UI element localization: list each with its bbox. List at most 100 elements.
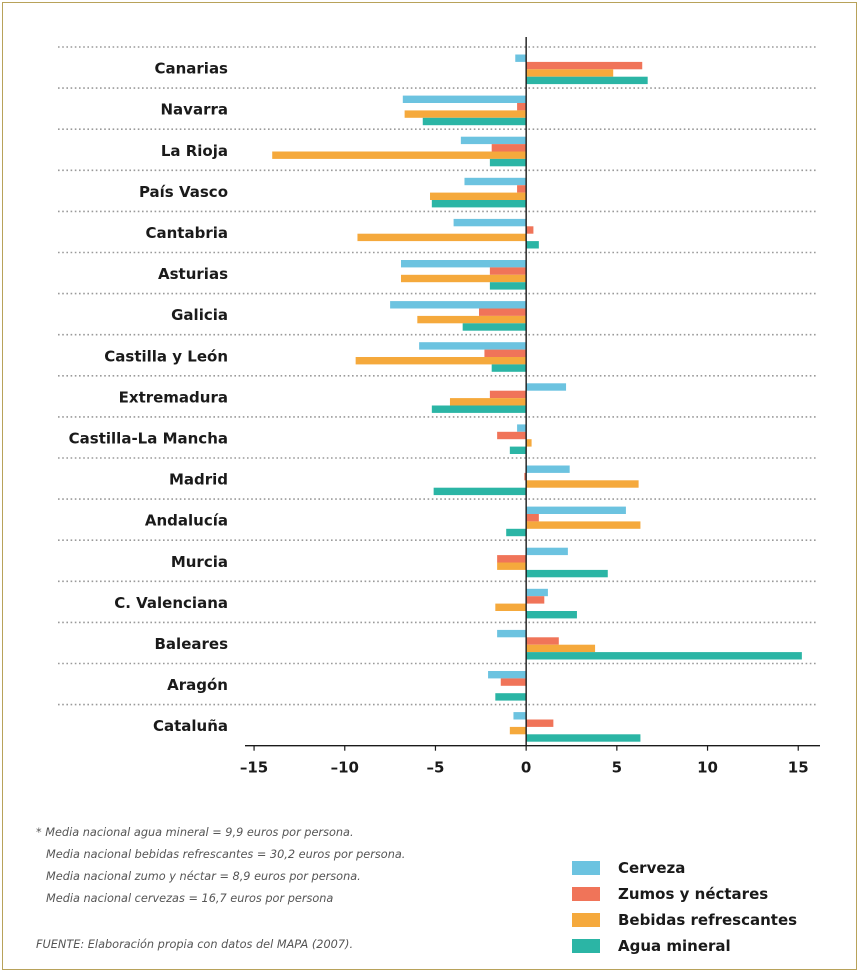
- bar: [526, 76, 648, 85]
- bar: [526, 514, 539, 522]
- x-tick-label: –5: [426, 759, 444, 777]
- bar: [526, 69, 614, 77]
- category-label: Baleares: [155, 635, 229, 653]
- legend-item-cerveza: Cerveza: [572, 855, 797, 881]
- category-label: Cataluña: [153, 717, 228, 735]
- legend-item-bebidas: Bebidas refrescantes: [572, 907, 797, 933]
- bar: [500, 678, 527, 686]
- category-label: Madrid: [169, 471, 228, 489]
- bar: [433, 487, 527, 496]
- bar: [526, 521, 641, 529]
- legend-label-zumos: Zumos y néctares: [618, 885, 769, 903]
- bar: [488, 671, 527, 679]
- bar: [489, 282, 527, 290]
- bar: [526, 611, 577, 619]
- bar: [517, 185, 527, 193]
- bar-chart: Canarias Navarra La Rioja País Vasco Cantabr…: [58, 37, 820, 777]
- bar: [419, 342, 527, 350]
- bar: [517, 424, 527, 432]
- category-label: Galicia: [171, 306, 228, 324]
- bar: [491, 144, 527, 152]
- bar: [464, 177, 527, 186]
- category-label: Navarra: [161, 101, 229, 119]
- category-label: Murcia: [171, 553, 228, 571]
- bar: [422, 117, 527, 126]
- legend-label-bebidas: Bebidas refrescantes: [618, 911, 798, 929]
- note-agua: * Media nacional agua mineral = 9,9 euro…: [36, 826, 354, 839]
- note-cervezas: Media nacional cervezas = 16,7 euros por…: [46, 892, 334, 905]
- bar: [430, 192, 527, 200]
- bar: [460, 136, 527, 145]
- bar: [355, 357, 527, 365]
- legend-swatch-cerveza: [572, 861, 600, 875]
- bar: [526, 644, 596, 653]
- bar: [526, 569, 608, 578]
- bar: [506, 528, 527, 537]
- bar: [484, 349, 527, 357]
- bar: [431, 200, 527, 208]
- bar: [402, 95, 527, 103]
- bar: [449, 398, 527, 406]
- bar: [526, 652, 802, 660]
- bar: [417, 315, 527, 324]
- bar: [526, 465, 570, 473]
- bar: [495, 693, 527, 701]
- bar: [404, 110, 527, 118]
- bar: [400, 274, 527, 283]
- category-label: Castilla-La Mancha: [69, 429, 228, 447]
- category-label: Castilla y León: [104, 347, 228, 365]
- bar: [509, 726, 527, 735]
- x-tick-label: 0: [521, 759, 531, 777]
- bar: [489, 390, 527, 399]
- bar: [517, 103, 527, 111]
- source-note: FUENTE: Elaboración propia con datos del…: [36, 938, 354, 951]
- bar: [453, 218, 527, 227]
- bar: [478, 308, 527, 316]
- legend-label-agua: Agua mineral: [618, 937, 731, 955]
- legend-label-cerveza: Cerveza: [618, 859, 686, 877]
- bar: [526, 383, 567, 391]
- bar: [526, 734, 641, 742]
- bar: [495, 603, 527, 611]
- category-label: C. Valenciana: [114, 594, 228, 612]
- bar: [489, 267, 527, 275]
- bar: [497, 555, 527, 563]
- x-tick-label: 15: [788, 759, 809, 777]
- bar: [526, 588, 548, 597]
- bar: [357, 233, 527, 242]
- bar: [390, 301, 527, 309]
- category-label: Canarias: [154, 60, 228, 78]
- bar: [497, 629, 527, 638]
- legend-swatch-zumos: [572, 887, 600, 901]
- x-tick-label: –15: [240, 759, 268, 777]
- legend-swatch-agua: [572, 939, 600, 953]
- bar: [497, 562, 527, 570]
- bar: [526, 596, 545, 604]
- bar: [272, 151, 527, 159]
- category-label: Extremadura: [119, 388, 228, 406]
- category-label: Andalucía: [145, 512, 228, 530]
- category-label: Aragón: [167, 676, 228, 694]
- bar: [526, 480, 639, 488]
- category-label: País Vasco: [139, 183, 228, 201]
- x-tick-label: –10: [331, 759, 359, 777]
- bar: [513, 712, 527, 720]
- bar: [491, 364, 527, 372]
- bar: [515, 54, 527, 62]
- bar: [497, 431, 527, 440]
- legend-item-agua: Agua mineral: [572, 933, 797, 959]
- note-zumo: Media nacional zumo y néctar = 8,9 euros…: [46, 870, 361, 883]
- bar: [509, 446, 527, 454]
- bar: [489, 158, 527, 167]
- bar: [526, 226, 534, 234]
- legend: Cerveza Zumos y néctares Bebidas refresc…: [572, 855, 797, 959]
- category-label: Cantabria: [146, 224, 229, 242]
- bar: [526, 719, 554, 727]
- bar: [524, 472, 527, 481]
- bar: [400, 260, 527, 268]
- x-tick-label: 5: [612, 759, 622, 777]
- legend-swatch-bebidas: [572, 913, 600, 927]
- bar: [526, 61, 643, 70]
- category-label: Asturias: [158, 265, 228, 283]
